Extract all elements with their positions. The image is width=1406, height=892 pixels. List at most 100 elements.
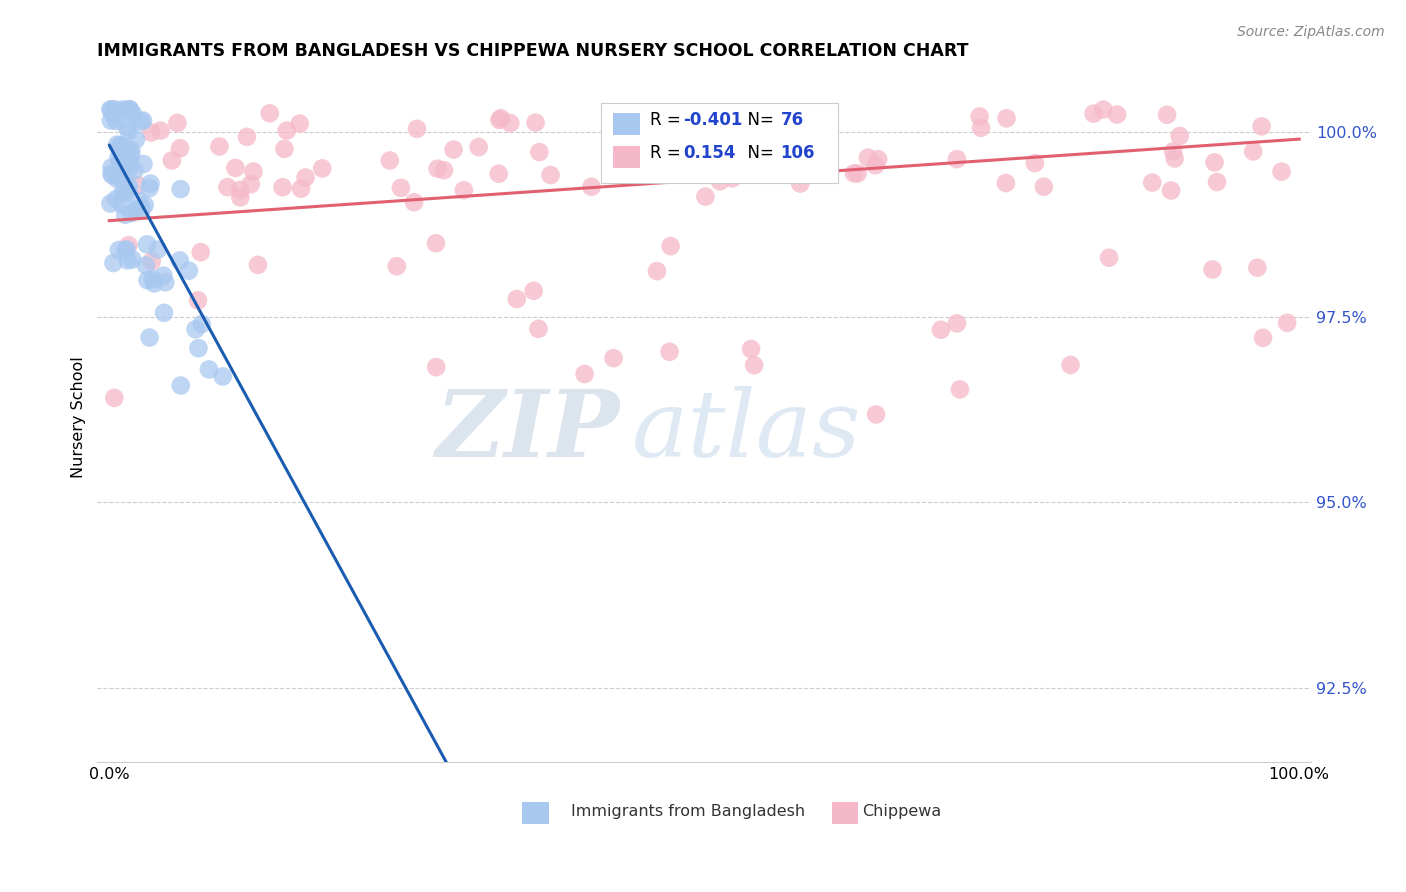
Point (125, 132, 148, 146)
Point (1156, 108, 1178, 122)
Point (111, 185, 134, 199)
Point (288, 117, 311, 131)
Point (146, 243, 169, 257)
Point (574, 367, 596, 381)
Point (115, 243, 138, 257)
Point (425, 360, 447, 375)
Point (211, 369, 233, 384)
Point (1092, 103, 1115, 117)
Point (117, 238, 139, 252)
Point (117, 103, 139, 117)
Point (1168, 129, 1191, 144)
Point (602, 351, 624, 365)
Point (443, 143, 465, 157)
Point (117, 162, 139, 177)
Point (166, 116, 188, 130)
Point (246, 258, 269, 272)
FancyBboxPatch shape (600, 103, 838, 183)
Point (865, 158, 887, 172)
Point (1142, 176, 1164, 190)
Point (135, 259, 157, 273)
Point (742, 358, 765, 372)
Point (141, 254, 163, 268)
Point (1105, 107, 1128, 121)
Point (970, 120, 993, 135)
Bar (832, 802, 858, 823)
Point (842, 166, 865, 180)
Point (105, 114, 128, 128)
Point (152, 268, 174, 283)
Point (1160, 184, 1182, 198)
Point (488, 167, 510, 181)
Point (104, 103, 127, 117)
Point (111, 156, 134, 170)
Point (1032, 179, 1054, 194)
Point (191, 317, 214, 331)
Text: ZIP: ZIP (434, 386, 619, 475)
Point (1275, 316, 1298, 330)
Point (721, 171, 744, 186)
Point (1246, 260, 1268, 275)
Point (385, 259, 408, 273)
Text: N=: N= (737, 111, 779, 129)
Point (108, 243, 131, 257)
Text: R =: R = (650, 145, 690, 162)
Text: Source: ZipAtlas.com: Source: ZipAtlas.com (1237, 25, 1385, 39)
Point (111, 197, 134, 211)
Point (402, 195, 425, 210)
Point (153, 306, 176, 320)
Point (467, 140, 489, 154)
Point (100, 196, 122, 211)
Point (100, 103, 122, 117)
Point (865, 408, 887, 422)
Point (1251, 331, 1274, 345)
Point (1024, 156, 1046, 170)
Point (581, 179, 603, 194)
Point (658, 344, 681, 359)
Point (995, 112, 1018, 126)
Point (294, 170, 316, 185)
Point (143, 277, 166, 291)
Point (273, 142, 295, 156)
Point (789, 177, 811, 191)
Point (132, 157, 155, 171)
Point (103, 391, 125, 405)
Point (761, 113, 783, 128)
Point (149, 123, 172, 137)
Text: 106: 106 (780, 145, 815, 162)
Point (103, 256, 125, 270)
Point (120, 206, 142, 220)
Point (128, 194, 150, 208)
Point (129, 114, 152, 128)
Point (114, 243, 136, 257)
Point (110, 154, 132, 169)
Point (856, 151, 879, 165)
Point (100, 103, 122, 117)
Point (659, 239, 682, 253)
Point (290, 182, 312, 196)
Point (523, 284, 546, 298)
Point (695, 189, 717, 203)
Point (117, 253, 139, 268)
Point (242, 164, 264, 178)
Point (114, 186, 136, 201)
Point (107, 151, 129, 165)
Text: R =: R = (650, 111, 686, 129)
Point (946, 152, 969, 166)
Point (425, 236, 447, 251)
Point (810, 143, 832, 157)
Point (169, 182, 191, 196)
Point (131, 202, 153, 216)
Point (110, 138, 132, 153)
Point (1059, 358, 1081, 372)
Text: IMMIGRANTS FROM BANGLADESH VS CHIPPEWA NURSERY SCHOOL CORRELATION CHART: IMMIGRANTS FROM BANGLADESH VS CHIPPEWA N… (97, 42, 969, 60)
Point (184, 322, 207, 336)
Point (527, 322, 550, 336)
Point (499, 116, 522, 130)
Point (1206, 175, 1229, 189)
Point (259, 106, 281, 120)
Point (229, 190, 252, 204)
Point (187, 293, 209, 308)
Bar (613, 113, 640, 136)
Point (311, 161, 333, 176)
